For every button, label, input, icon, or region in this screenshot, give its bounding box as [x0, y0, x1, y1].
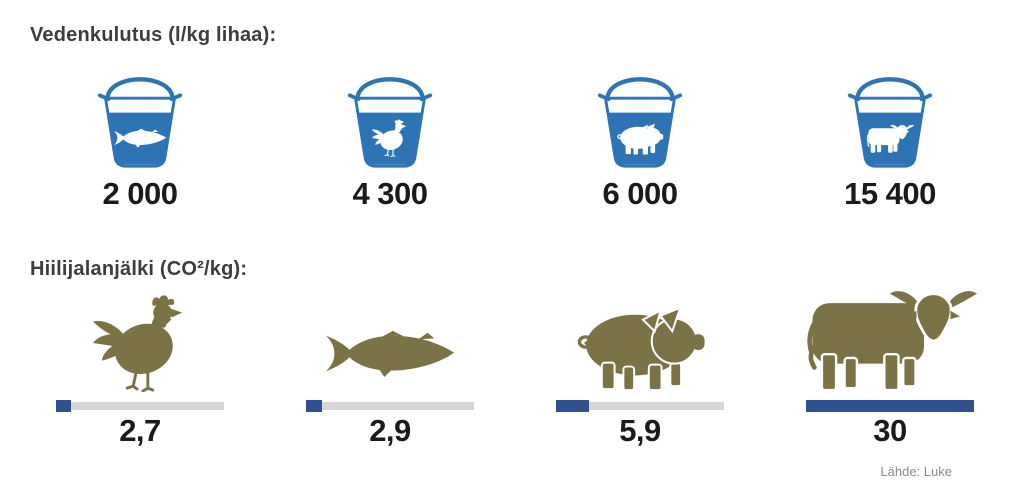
carbon-item: 2,7 [15, 288, 265, 448]
carbon-bar-fill [556, 400, 590, 412]
fish-icon [113, 128, 167, 148]
carbon-value: 2,7 [119, 413, 161, 448]
water-row: 2 000 4 300 6 000 15 400 [15, 58, 1015, 211]
bucket-icon [92, 58, 188, 171]
carbon-bar-fill [806, 400, 974, 412]
animal-box [801, 288, 979, 392]
water-item: 15 400 [765, 58, 1015, 211]
pig-icon [616, 122, 664, 155]
carbon-bar [556, 400, 724, 412]
bucket-icon [342, 58, 438, 171]
animal-box [324, 288, 456, 392]
carbon-bar-track [556, 402, 724, 410]
carbon-value: 30 [873, 413, 907, 448]
water-value: 4 300 [352, 176, 428, 211]
water-item: 6 000 [515, 58, 765, 211]
carbon-bar-fill [306, 400, 323, 412]
carbon-section-title: Hiilijalanjälki (CO²/kg): [30, 258, 248, 280]
water-value: 6 000 [602, 176, 678, 211]
carbon-bar-track [306, 402, 474, 410]
water-item: 2 000 [15, 58, 265, 211]
pig-icon [574, 302, 707, 392]
bucket-icon [592, 58, 688, 171]
carbon-item: 2,9 [265, 288, 515, 448]
bucket-shape [842, 58, 938, 171]
fish-icon [324, 329, 456, 378]
animal-box [574, 288, 707, 392]
carbon-bar-track [56, 402, 224, 410]
carbon-item: 5,9 [515, 288, 765, 448]
bucket-icon [842, 58, 938, 171]
animal-box [91, 288, 189, 392]
cow-icon [865, 124, 915, 153]
carbon-bar-fill [56, 400, 72, 412]
water-section-title: Vedenkulutus (l/kg lihaa): [30, 24, 277, 46]
carbon-value: 5,9 [619, 413, 661, 448]
water-value: 15 400 [844, 176, 936, 211]
chicken-icon [371, 119, 409, 157]
carbon-value: 2,9 [369, 413, 411, 448]
carbon-item: 30 [765, 288, 1015, 448]
carbon-bar [56, 400, 224, 412]
water-item: 4 300 [265, 58, 515, 211]
chicken-icon [91, 294, 189, 392]
bucket-shape [92, 58, 188, 171]
carbon-row: 2,7 2,9 5,9 [15, 288, 1015, 448]
cow-icon [801, 288, 979, 392]
carbon-bar [306, 400, 474, 412]
source-label: Lähde: Luke [880, 464, 952, 479]
water-value: 2 000 [102, 176, 178, 211]
carbon-bar [806, 400, 974, 412]
